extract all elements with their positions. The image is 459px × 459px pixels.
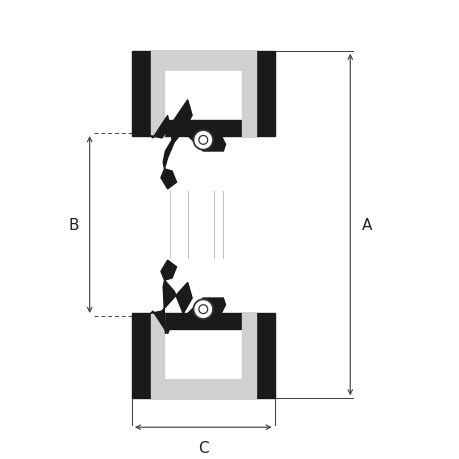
Polygon shape [161, 169, 176, 190]
Polygon shape [132, 52, 274, 70]
Polygon shape [151, 52, 255, 70]
Circle shape [198, 136, 207, 145]
Polygon shape [151, 70, 164, 136]
Polygon shape [151, 101, 192, 169]
Polygon shape [132, 380, 274, 398]
Text: C: C [197, 440, 208, 455]
Polygon shape [241, 313, 255, 380]
Circle shape [193, 131, 213, 151]
Polygon shape [151, 280, 192, 334]
Polygon shape [179, 129, 225, 151]
Polygon shape [255, 330, 274, 380]
Polygon shape [255, 70, 274, 121]
Polygon shape [179, 298, 225, 320]
Text: B: B [68, 218, 78, 233]
Circle shape [198, 305, 207, 314]
Polygon shape [132, 121, 274, 136]
Polygon shape [132, 313, 274, 330]
Polygon shape [161, 261, 176, 280]
Polygon shape [151, 380, 255, 398]
Circle shape [193, 300, 213, 319]
Polygon shape [132, 330, 151, 380]
Text: A: A [361, 218, 371, 233]
Polygon shape [132, 70, 151, 121]
Polygon shape [151, 313, 164, 380]
Polygon shape [241, 70, 255, 136]
